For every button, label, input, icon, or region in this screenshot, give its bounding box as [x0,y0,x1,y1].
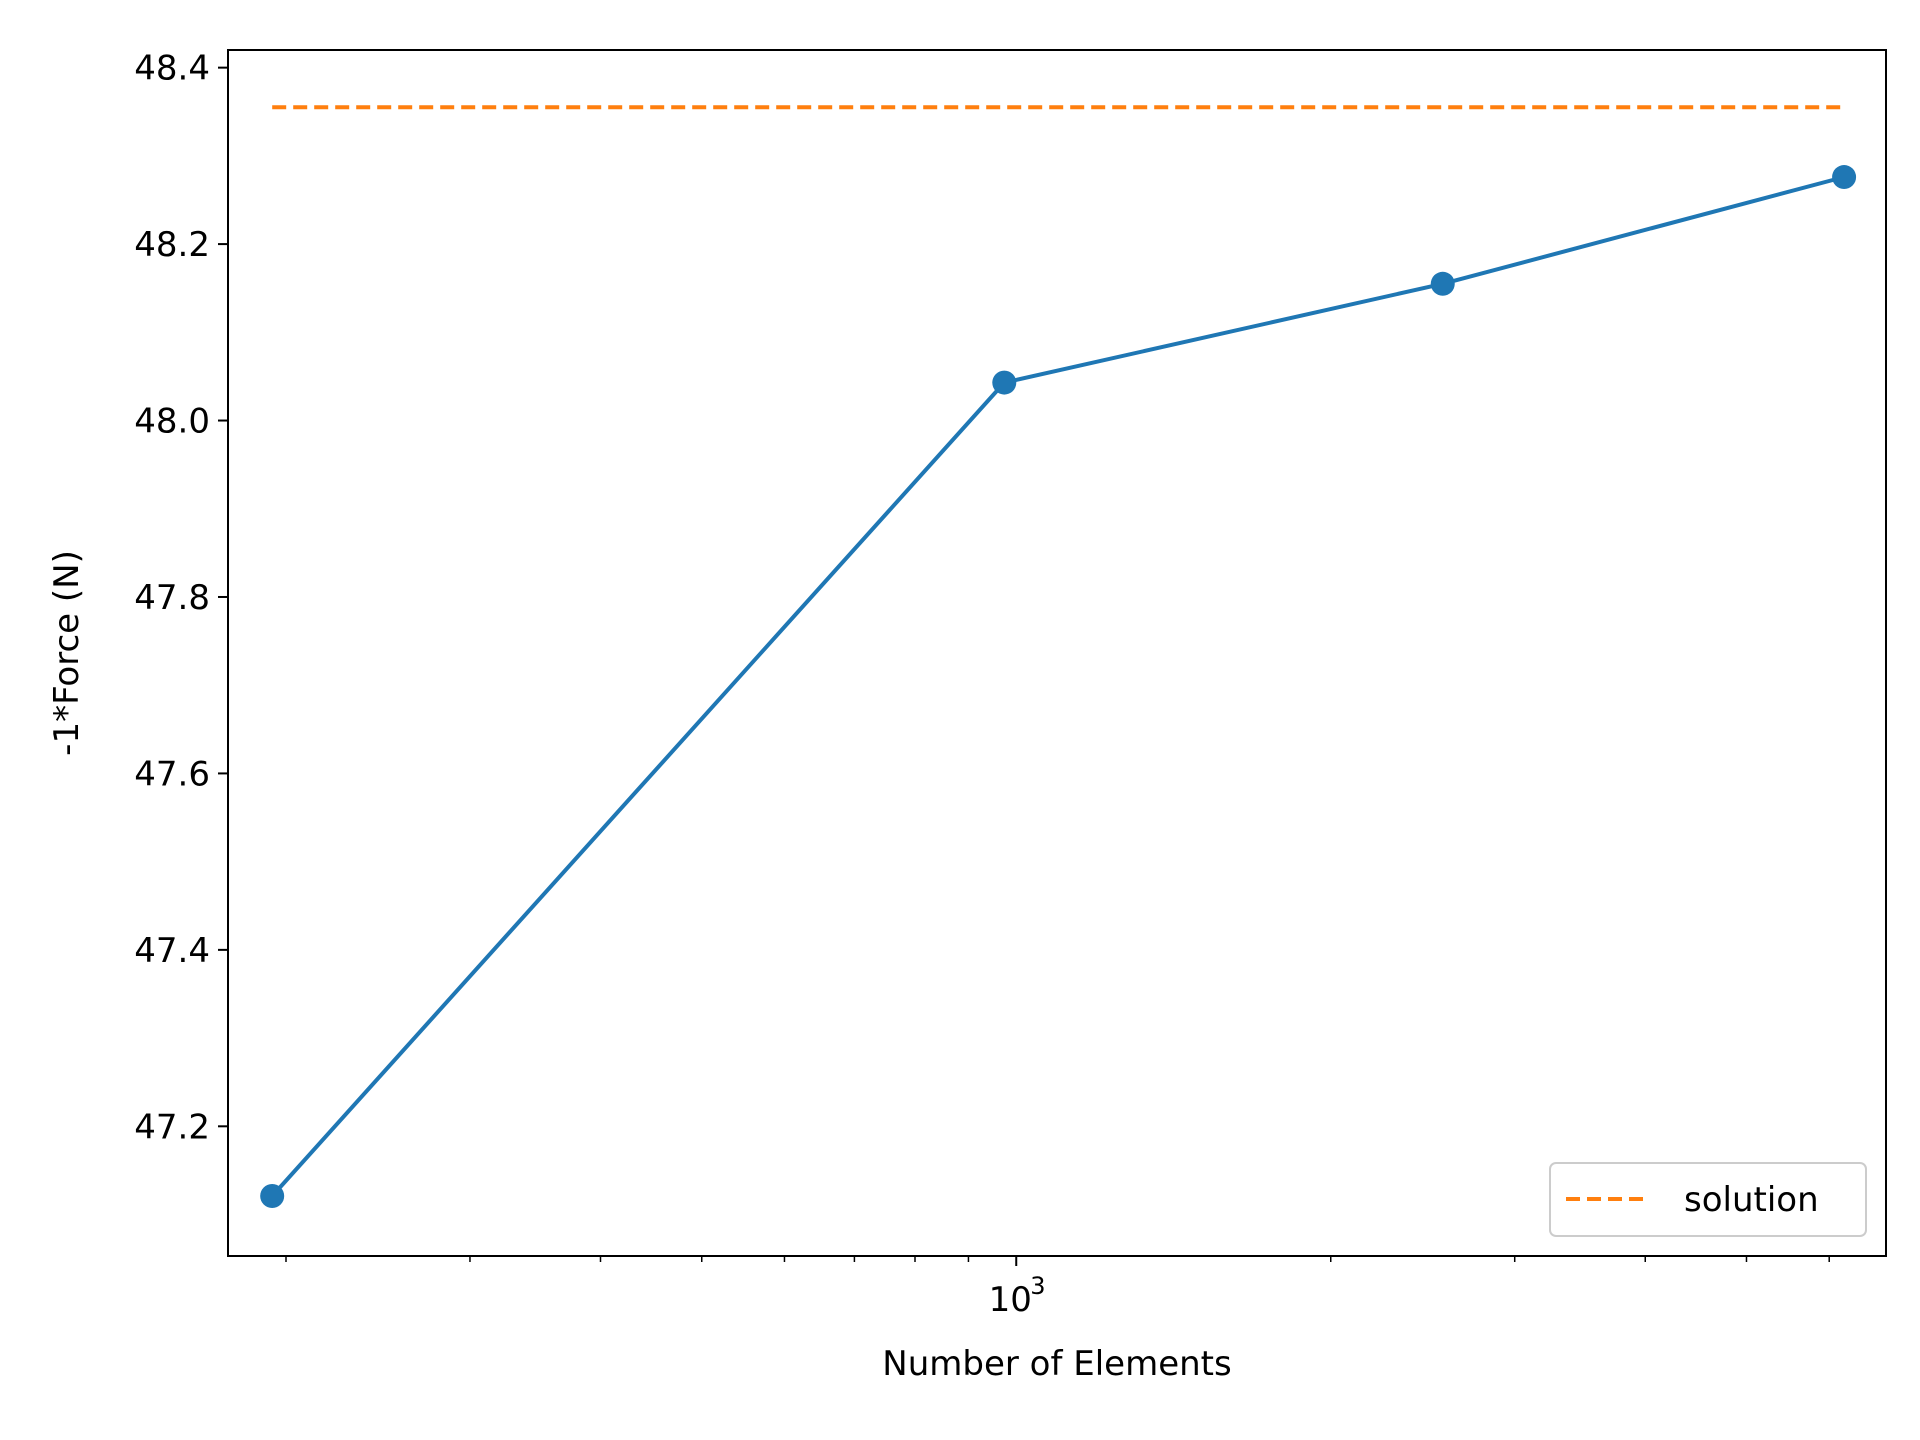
x-tick-label-exponent-0: 3 [1030,1272,1045,1300]
y-tick-label-2: 47.6 [134,754,210,794]
legend: solution [1549,1162,1867,1237]
series-0-point-0 [260,1184,285,1209]
legend-box [1549,1162,1867,1237]
y-axis-label: -1*Force (N) [47,550,87,756]
series-0-line [270,175,1845,1198]
series-layer [260,105,1857,1209]
series-0-point-1 [992,370,1017,395]
x-axis: 103 [285,1256,1830,1320]
series-0-point-2 [1430,271,1455,296]
x-axis-label: Number of Elements [882,1344,1231,1384]
y-tick-label-0: 47.2 [134,1107,210,1147]
y-tick-label-4: 48.0 [134,402,210,442]
y-tick-label-6: 48.4 [134,49,210,89]
x-tick-label-0: 10 [989,1280,1032,1320]
y-tick-label-1: 47.4 [134,931,210,971]
y-axis: 47.2 47.4 47.6 47.8 48.0 48.2 48.4 [134,49,228,1147]
legend-solution-label: solution [1684,1180,1819,1220]
plot-frame [227,49,1887,1257]
y-tick-label-5: 48.2 [134,225,210,265]
y-tick-label-3: 47.8 [134,578,210,618]
series-0-point-3 [1832,165,1857,190]
